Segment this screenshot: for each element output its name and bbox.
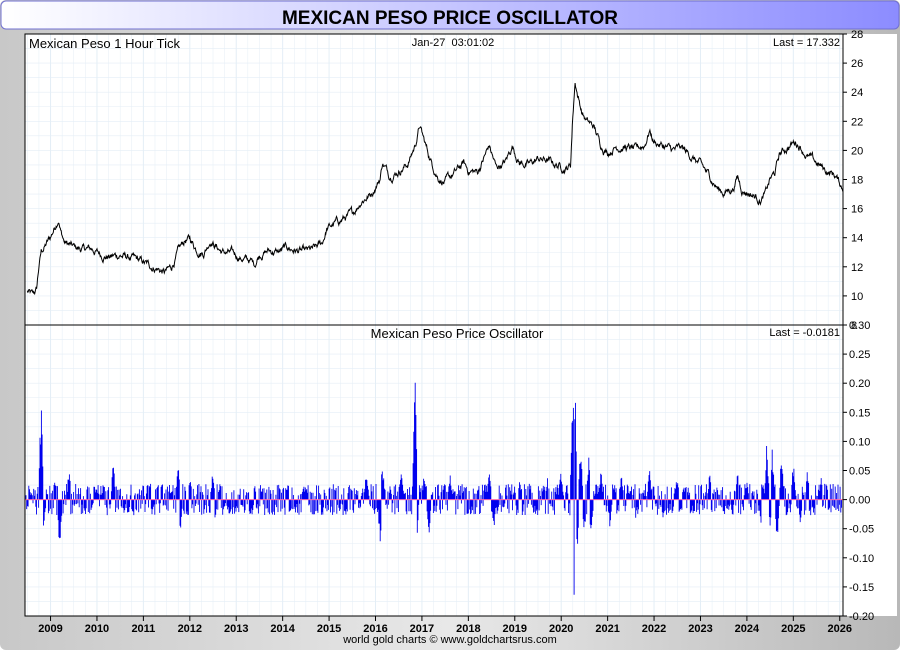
oscillator-bar	[25, 382, 842, 595]
x-tick-label: 2025	[781, 623, 805, 635]
price-y-tick-label: 10	[851, 291, 863, 303]
oscillator-y-tick-label: 0.30	[849, 320, 870, 332]
oscillator-bars	[25, 382, 842, 595]
price-y-tick-label: 22	[851, 116, 863, 128]
oscillator-y-tick-label: 0.25	[849, 349, 870, 361]
x-tick-label: 2017	[410, 623, 434, 635]
price-y-tick-label: 26	[851, 58, 863, 70]
x-tick-label: 2021	[595, 623, 619, 635]
oscillator-panel-label: Mexican Peso Price Oscillator	[371, 326, 544, 341]
title-bar	[0, 0, 900, 30]
price-y-tick-label: 24	[851, 87, 863, 99]
x-tick-label: 2010	[85, 623, 109, 635]
price-y-tick-label: 12	[851, 262, 863, 274]
oscillator-y-tick-label: -0.20	[849, 611, 874, 623]
oscillator-y-tick-label: -0.05	[849, 524, 874, 536]
oscillator-y-axis: -0.20 -0.15 -0.10 -0.05 0.00 0.05 0.10 0.15 0.20…	[843, 320, 874, 623]
x-tick-label: 2022	[642, 623, 666, 635]
x-tick-label: 2015	[317, 623, 341, 635]
oscillator-y-tick-label: 0.15	[849, 407, 870, 419]
price-y-tick-label: 14	[851, 233, 863, 245]
oscillator-y-tick-label: -0.15	[849, 582, 874, 594]
x-tick-label: 2023	[688, 623, 712, 635]
x-tick-label: 2013	[224, 623, 248, 635]
x-tick-label: 2011	[131, 623, 155, 635]
x-tick-label: 2019	[503, 623, 527, 635]
price-y-tick-label: 20	[851, 145, 863, 157]
x-tick-label: 2024	[735, 623, 760, 635]
footer-credit: world gold charts © www.goldchartsrus.co…	[342, 634, 557, 646]
price-y-tick-label: 18	[851, 175, 863, 187]
oscillator-y-tick-label: 0.20	[849, 378, 870, 390]
price-line	[26, 83, 844, 296]
y-axis-strip	[843, 34, 897, 616]
oscillator-y-tick-label: 0.05	[849, 466, 870, 478]
oscillator-y-tick-label: -0.10	[849, 553, 874, 565]
price-panel-label: Mexican Peso 1 Hour Tick	[29, 36, 181, 51]
oscillator-last-label: Last = -0.0181	[769, 327, 840, 339]
price-y-tick-label: 16	[851, 204, 863, 216]
price-y-tick-label: 8	[851, 320, 857, 332]
x-tick-label: 2020	[549, 623, 573, 635]
price-last-label: Last = 17.332	[773, 37, 840, 49]
oscillator-y-tick-label: 0.00	[849, 495, 870, 507]
x-tick-label: 2016	[363, 623, 387, 635]
price-y-tick-label: 28	[851, 29, 863, 41]
x-tick-label: 2014	[270, 623, 295, 635]
chart-title: MEXICAN PESO PRICE OSCILLATOR	[282, 8, 618, 29]
timestamp-label: Jan-27 03:01:02	[412, 37, 495, 49]
x-tick-label: 2012	[178, 623, 202, 635]
oscillator-y-tick-label: 0.10	[849, 436, 870, 448]
x-tick-label: 2026	[828, 623, 852, 635]
x-axis: 2009 2010 2011 2012 2013 2014 2015 2016 2017 2018…	[38, 616, 852, 635]
x-tick-label: 2018	[456, 623, 480, 635]
x-tick-label: 2009	[38, 623, 62, 635]
